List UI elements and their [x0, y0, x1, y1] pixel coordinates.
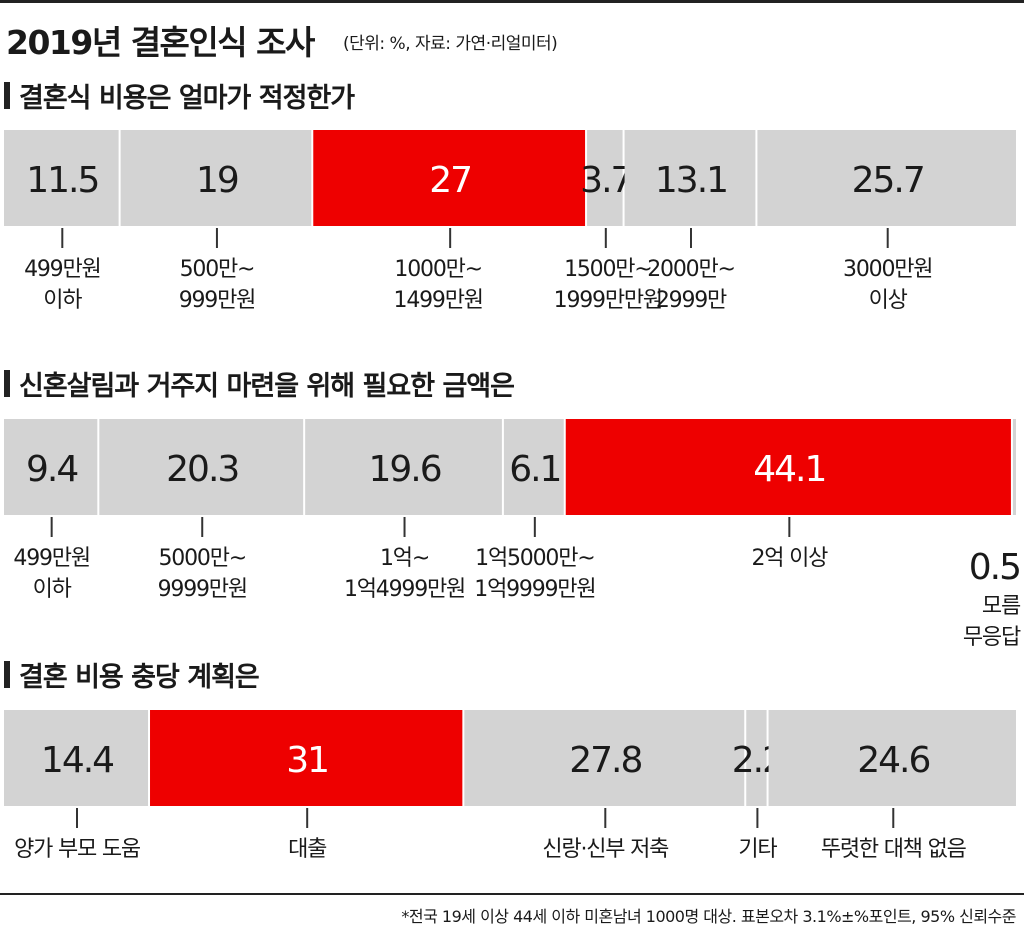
- category-label: 이상: [869, 288, 908, 313]
- bar-segment: [4, 419, 98, 515]
- bar-segment: [313, 130, 586, 226]
- category-label: 2999만: [656, 288, 727, 313]
- category-label: 양가 부모 도움: [14, 837, 141, 862]
- bar-segment: [587, 130, 623, 226]
- bar-segment: [305, 419, 502, 515]
- bar-segment: [4, 710, 149, 806]
- category-label: 1000만~: [394, 257, 481, 282]
- value-label: 11.5: [26, 160, 98, 201]
- section-heading-3: 결혼 비용 충당 계획은: [4, 655, 260, 694]
- section-marker: [4, 661, 10, 688]
- value-label: 19: [196, 160, 238, 201]
- bar-segment: [757, 130, 1016, 226]
- category-label: 999만원: [179, 288, 255, 313]
- value-label: 13.1: [655, 160, 727, 201]
- category-label: 5000만~: [159, 546, 246, 571]
- value-label: 24.6: [857, 740, 929, 781]
- bar-segment: [464, 710, 745, 806]
- value-label: 20.3: [166, 449, 238, 490]
- section-heading-2: 신혼살림과 거주지 마련을 위해 필요한 금액은: [4, 364, 515, 403]
- value-label: 3.7: [580, 160, 631, 201]
- value-label: 19.6: [368, 449, 440, 490]
- value-label: 9.4: [26, 449, 77, 490]
- value-label: 44.1: [753, 449, 825, 490]
- value-label: 31: [286, 740, 328, 781]
- category-label: 1500만~: [564, 257, 651, 282]
- section-marker: [4, 370, 10, 397]
- value-label: 14.4: [41, 740, 113, 781]
- category-label: 2000만~: [647, 257, 734, 282]
- category-label: 499만원: [13, 546, 89, 571]
- category-label: 3000만원: [843, 257, 932, 282]
- section-heading-1: 결혼식 비용은 얼마가 적정한가: [4, 76, 355, 115]
- category-label: 신랑·신부 저축: [542, 837, 669, 862]
- value-label: 0.5: [969, 547, 1020, 588]
- section-title: 결혼 비용 충당 계획은: [19, 662, 260, 693]
- bar-segment: [624, 130, 756, 226]
- category-label: 이하: [43, 288, 82, 313]
- category-label: 1999만만원: [554, 288, 662, 313]
- footnote: *전국 19세 이상 44세 이하 미혼남녀 1000명 대상. 표본오차 3.…: [401, 907, 1016, 926]
- category-label: 1억5000만~: [475, 546, 594, 571]
- category-label: 1억9999만원: [474, 577, 595, 602]
- category-label: 기타: [738, 837, 777, 862]
- top-rule: [0, 0, 1024, 3]
- page-title: 2019년 결혼인식 조사: [6, 23, 315, 62]
- section-title: 신혼살림과 거주지 마련을 위해 필요한 금액은: [19, 371, 515, 402]
- category-label: 뚜렷한 대책 없음: [821, 837, 967, 862]
- category-label: 모름: [982, 594, 1021, 619]
- value-label: 27: [429, 160, 471, 201]
- category-label: 1499만원: [394, 288, 483, 313]
- category-label: 이하: [33, 577, 72, 602]
- bar-segment: [565, 419, 1011, 515]
- category-label: 1억4999만원: [344, 577, 465, 602]
- bar-segment: [150, 710, 463, 806]
- category-label: 1억~: [380, 546, 429, 571]
- bar-segment: [120, 130, 312, 226]
- bar-segment: [503, 419, 564, 515]
- category-label: 9999만원: [158, 577, 247, 602]
- section-title: 결혼식 비용은 얼마가 적정한가: [19, 83, 355, 114]
- section-marker: [4, 82, 10, 109]
- value-label: 25.7: [852, 160, 924, 201]
- chart-funding-plan: 14.4 31 27.8 2.2 24.6양가 부모 도움 대출 신랑·신부 저축 기타 뚜렷한…: [4, 710, 1016, 862]
- bar-segment: [4, 130, 119, 226]
- bottom-rule: [0, 893, 1024, 895]
- category-label: 대출: [288, 837, 327, 862]
- bar-segment: [746, 710, 767, 806]
- bar-segment: [768, 710, 1016, 806]
- category-label: 2억 이상: [751, 546, 828, 571]
- bar-segment: [1012, 419, 1016, 515]
- page-subtitle: (단위: %, 자료: 가연·리얼미터): [343, 34, 558, 54]
- category-label: 499만원: [24, 257, 100, 282]
- category-label: 무응답: [963, 625, 1021, 650]
- value-label: 6.1: [509, 449, 560, 490]
- category-label: 500만~: [180, 257, 255, 282]
- bar-segment: [99, 419, 304, 515]
- value-label: 27.8: [569, 740, 641, 781]
